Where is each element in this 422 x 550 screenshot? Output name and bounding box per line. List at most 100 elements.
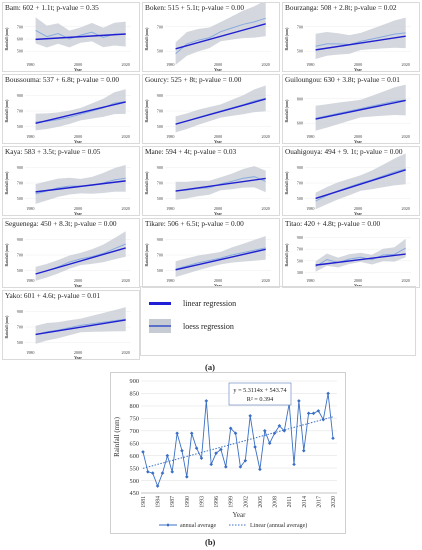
y-tick-label: 900 (157, 93, 163, 98)
x-axis-label: Year (74, 139, 82, 144)
panel-title: Guiloungou: 630 + 3.8t; p-value = 0.01 (285, 76, 400, 84)
x-tick-label: 2000 (214, 134, 222, 139)
x-tick-label: 2020 (402, 206, 410, 211)
loess-band (35, 164, 126, 204)
x-tick-label: 1984 (156, 496, 162, 508)
legend-linear: linear regression (149, 299, 236, 308)
loess-line (315, 247, 406, 268)
y-tick-label: 500 (297, 258, 303, 263)
x-tick-label: 1980 (306, 62, 314, 67)
x-tick-label: 2020 (122, 62, 130, 67)
x-axis-label: Year (233, 511, 247, 519)
y-axis-label: Rainfall (mm) (113, 416, 121, 457)
y-tick-label: 500 (17, 196, 23, 201)
annual-average-point (238, 465, 243, 469)
y-tick-label: 500 (157, 124, 163, 129)
x-tick-label: 2000 (74, 134, 82, 139)
x-tick-label: 2000 (354, 278, 362, 283)
annual-average-point (326, 391, 330, 396)
annual-average-point (316, 409, 321, 413)
y-tick-label: 800 (297, 96, 303, 101)
panel-7: Mane: 594 + 4t; p-value = 0.03 500 700 900 R… (142, 146, 280, 216)
annual-average-point (311, 411, 316, 416)
y-tick-label: 700 (297, 247, 303, 252)
legend-loess: loess regression (149, 319, 234, 333)
y-tick-label: 500 (297, 49, 303, 54)
linear-line (175, 98, 266, 125)
trend-equation: y = 5.3114x + 543.74 (233, 387, 286, 394)
y-tick-label: 700 (297, 24, 303, 29)
y-tick-label: 750 (130, 416, 139, 423)
y-tick-label: 500 (157, 196, 163, 201)
x-tick-label: 2020 (122, 134, 130, 139)
x-tick-label: 2020 (262, 278, 270, 283)
linear-line (35, 33, 126, 41)
y-tick-label: 900 (17, 309, 23, 314)
annual-average-point (258, 467, 262, 472)
panel-title: Kaya: 583 + 3.5t; p-value = 0.05 (5, 148, 101, 156)
y-tick-label: 700 (17, 325, 23, 330)
y-tick-label: 700 (17, 253, 23, 258)
x-tick-label: 1987 (170, 496, 176, 508)
annual-rainfall-chart: 450 500 550 600 650 700 750 800 850 900 1981 1984 19… (110, 372, 346, 534)
x-tick-label: 1993 (199, 496, 205, 508)
x-tick-label: 2020 (402, 62, 410, 67)
loess-band (175, 85, 266, 133)
y-tick-label: 500 (157, 268, 163, 273)
y-axis-label: Rainfall (mm) (145, 171, 149, 195)
y-tick-label: 700 (130, 428, 139, 435)
panel-plot: 600 800 Rainfall (mm) 1980 2000 2020 Year (285, 84, 411, 144)
loess-band (315, 84, 406, 131)
y-tick-label: 900 (17, 93, 23, 98)
x-tick-label: 2000 (74, 206, 82, 211)
y-tick-label: 700 (17, 109, 23, 114)
equation-box (228, 382, 292, 406)
panel-plot: 500 700 Rainfall (mm) 1980 2000 2020 Year (145, 3, 271, 72)
y-axis-label: Rainfall (mm) (5, 99, 9, 123)
panel-11: Titao: 420 + 4.8t; p-value = 0.00 300 500 7… (282, 218, 420, 288)
y-tick-label: 800 (130, 403, 139, 410)
y-axis-label: Rainfall (mm) (285, 243, 289, 267)
y-tick-label: 900 (297, 165, 303, 170)
panel-plot: 300 500 700 900 Rainfall (mm) 1980 2000 2020 Yea… (285, 235, 411, 288)
panel-title: Titao: 420 + 4.8t; p-value = 0.00 (285, 220, 381, 228)
y-tick-label: 700 (157, 24, 163, 29)
x-axis-label: Year (74, 355, 82, 360)
y-tick-label: 300 (297, 270, 303, 275)
annual-rainfall-svg: 450 500 550 600 650 700 750 800 850 900 1981 1984 19… (113, 378, 337, 529)
annual-average-point (170, 470, 175, 474)
x-tick-label: 2014 (302, 496, 308, 508)
linear-line (175, 23, 266, 50)
panel-title: Gourcy: 525 + 8t; p-value = 0.00 (145, 76, 242, 84)
panel-plot: 500 700 900 Rainfall (mm) 1980 2000 2020 Year (145, 236, 271, 288)
panel-3: Boussouma: 537 + 6.8t; p-value = 0.00 500… (2, 74, 140, 144)
annual-average-point (248, 414, 252, 418)
loess-line (315, 99, 406, 119)
annual-average-point (185, 475, 189, 479)
y-tick-label: 500 (130, 478, 139, 485)
linear-line (35, 180, 126, 193)
annual-average-point (306, 411, 311, 416)
annual-average-point (262, 428, 267, 433)
y-tick-label: 700 (17, 24, 23, 29)
panel-12: Yako: 601 + 4.6t; p-value = 0.01 500 700 90… (2, 290, 140, 360)
y-tick-label: 500 (17, 268, 23, 273)
caption-a: (a) (205, 362, 215, 372)
legend-annual-marker (166, 523, 170, 527)
annual-average-point (160, 471, 165, 475)
x-tick-label: 1980 (166, 206, 174, 211)
annual-average-point (141, 450, 145, 454)
y-tick-label: 900 (17, 165, 23, 170)
x-tick-label: 2008 (273, 496, 279, 508)
x-tick-label: 2020 (262, 134, 270, 139)
annual-average-point (194, 446, 199, 450)
y-tick-label: 450 (130, 490, 139, 497)
x-tick-label: 2005 (258, 496, 264, 508)
panel-plot: 500 700 900 Rainfall (mm) 1980 2000 2020 Year (285, 153, 411, 216)
y-tick-label: 900 (157, 165, 163, 170)
x-axis-label: Year (214, 211, 222, 216)
legend-linear-label: linear regression (183, 299, 237, 308)
x-tick-label: 2020 (402, 278, 410, 283)
x-tick-label: 2020 (122, 350, 130, 355)
y-tick-label: 700 (297, 181, 303, 186)
